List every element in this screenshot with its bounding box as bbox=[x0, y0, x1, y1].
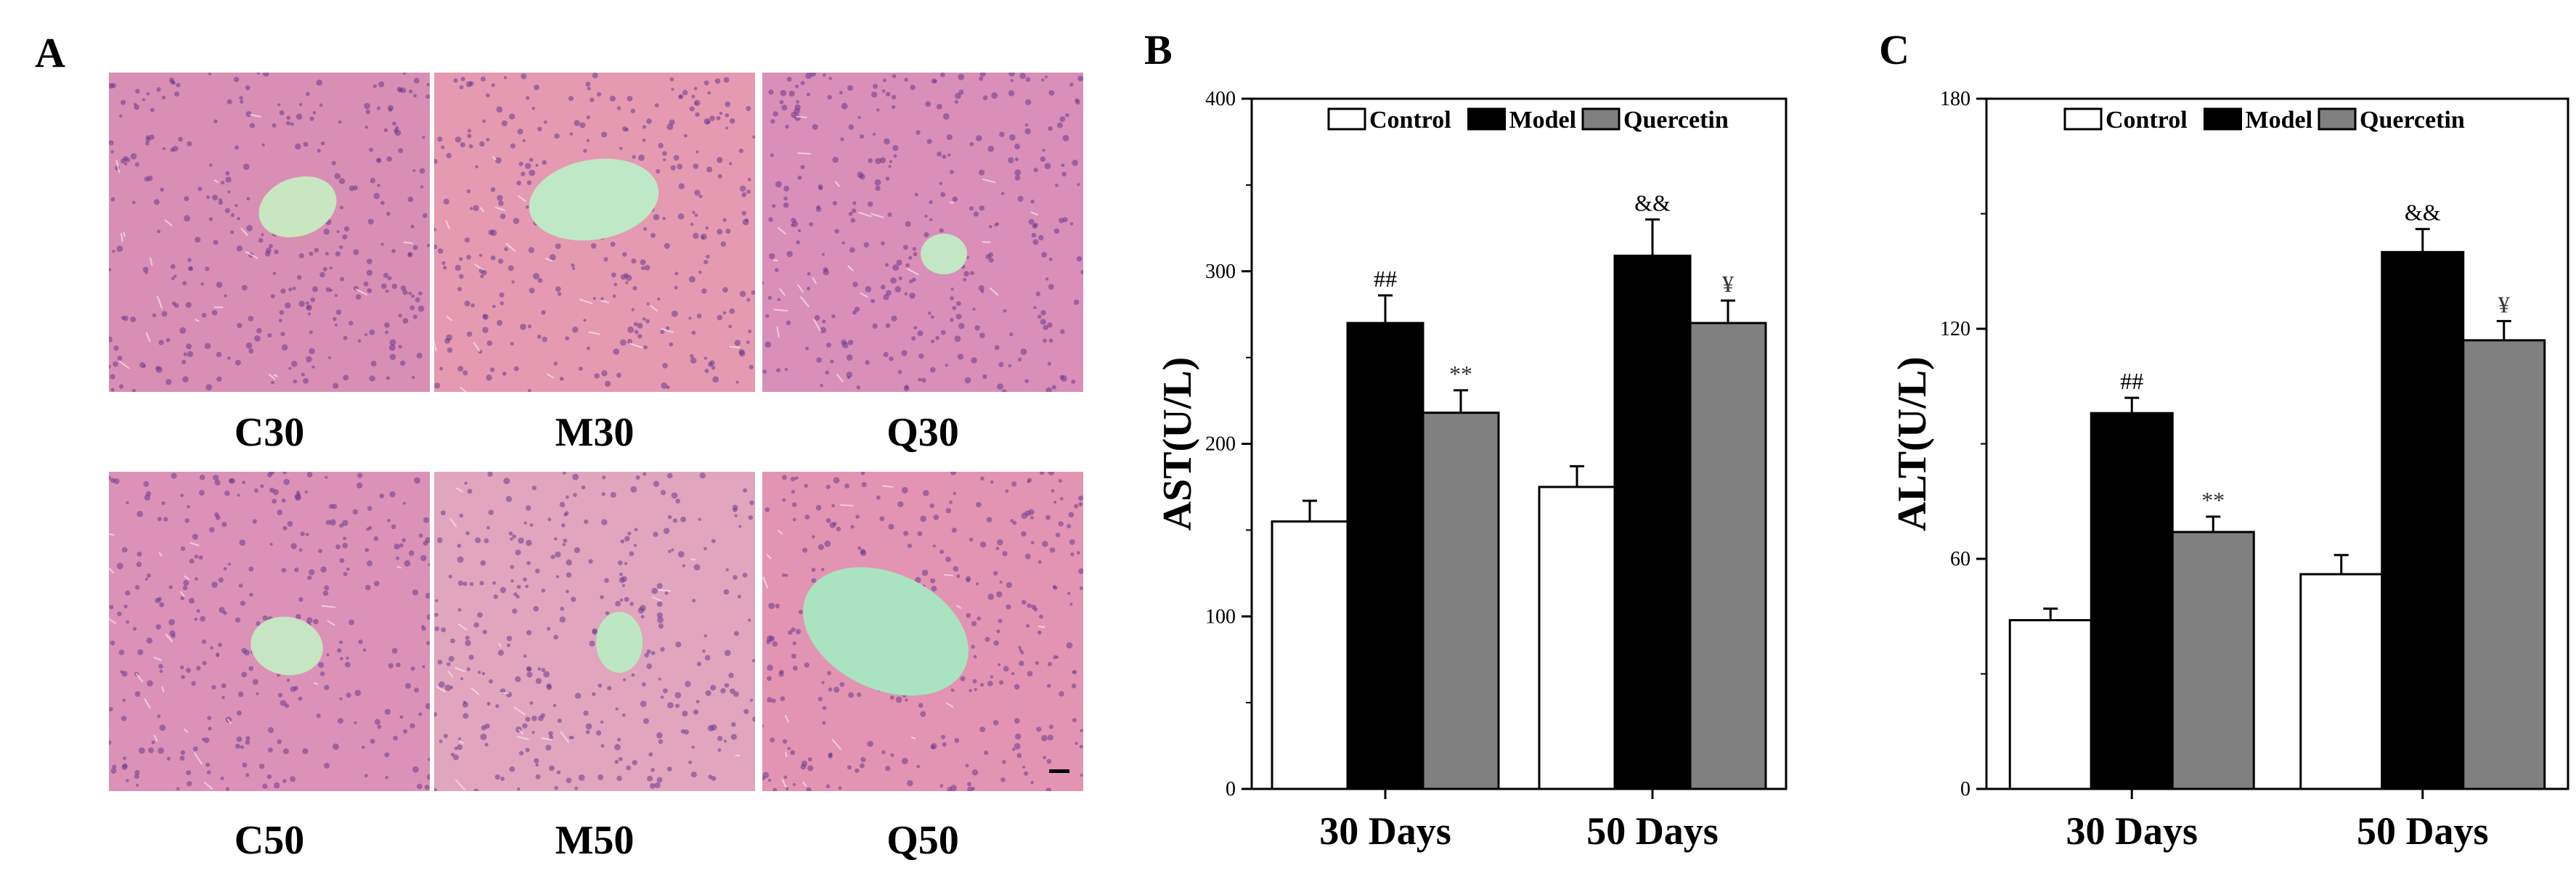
legend-swatch-control bbox=[1327, 107, 1366, 131]
y-tick-label: 0 bbox=[1226, 778, 1236, 801]
histology-image-c50 bbox=[109, 472, 430, 791]
bar-model-1 bbox=[1613, 254, 1692, 790]
bar-quercetin-1 bbox=[2462, 339, 2546, 790]
ast-chart: 0 100 200 300 400 AST(U/L) ## ** 30 Days && ¥50 Da… bbox=[1155, 73, 1815, 871]
significance-marker: && bbox=[1634, 189, 1671, 216]
legend-swatch-control bbox=[2063, 107, 2103, 131]
bar-control-1 bbox=[2299, 573, 2384, 790]
bar-quercetin-0 bbox=[1422, 412, 1500, 790]
legend-swatch-quercetin bbox=[1581, 107, 1621, 131]
histology-label-c50: C50 bbox=[234, 818, 305, 863]
y-tick-label: 400 bbox=[1205, 88, 1236, 110]
legend-label-model: Model bbox=[1509, 107, 1577, 134]
bar-control-0 bbox=[1271, 520, 1349, 790]
y-tick-label: 0 bbox=[1960, 778, 1970, 801]
histology-label-m30: M30 bbox=[555, 410, 635, 455]
y-tick-label: 120 bbox=[1940, 318, 1970, 340]
bar-quercetin-1 bbox=[1689, 322, 1767, 790]
histology-image-m30 bbox=[434, 73, 755, 392]
histology-image-q30 bbox=[762, 73, 1083, 392]
significance-marker: ** bbox=[2201, 487, 2225, 513]
significance-marker: && bbox=[2405, 200, 2441, 226]
significance-marker: ¥ bbox=[1722, 271, 1734, 297]
bar-model-0 bbox=[1346, 322, 1424, 790]
histology-image-q50 bbox=[762, 472, 1083, 791]
legend-swatch-quercetin bbox=[2318, 107, 2357, 131]
significance-marker: ## bbox=[1374, 266, 1397, 292]
x-tick-label: 50 Days bbox=[2357, 809, 2489, 853]
bar-quercetin-0 bbox=[2171, 531, 2255, 790]
panel-label-c: C bbox=[1879, 26, 1909, 73]
x-tick-label: 30 Days bbox=[1319, 809, 1451, 853]
panel-label-a: A bbox=[35, 29, 65, 76]
legend-label-model: Model bbox=[2246, 107, 2313, 134]
significance-marker: ** bbox=[1449, 361, 1472, 387]
histology-image-c30 bbox=[109, 73, 430, 392]
significance-marker: ¥ bbox=[2498, 291, 2510, 317]
bar-model-0 bbox=[2090, 412, 2174, 790]
legend-label-control: Control bbox=[2106, 107, 2188, 134]
legend-swatch-model bbox=[1467, 107, 1506, 131]
x-tick-label: 30 Days bbox=[2066, 809, 2198, 853]
histology-label-q50: Q50 bbox=[886, 818, 959, 863]
panel-label-b: B bbox=[1144, 26, 1173, 73]
y-tick-label: 180 bbox=[1940, 88, 1970, 110]
bar-model-1 bbox=[2381, 250, 2465, 790]
legend-label-quercetin: Quercetin bbox=[2360, 107, 2465, 134]
y-tick-label: 60 bbox=[1950, 548, 1970, 570]
bar-control-1 bbox=[1538, 486, 1616, 790]
legend-label-quercetin: Quercetin bbox=[1623, 107, 1729, 134]
y-tick-label: 200 bbox=[1205, 433, 1236, 456]
significance-marker: ## bbox=[2120, 368, 2143, 394]
y-tick-label: 300 bbox=[1205, 261, 1236, 283]
y-axis-label: AST(U/L) bbox=[1155, 357, 1200, 531]
legend-swatch-model bbox=[2204, 107, 2242, 131]
histology-label-m50: M50 bbox=[555, 818, 635, 863]
y-axis-label: ALT(U/L) bbox=[1890, 356, 1935, 531]
y-tick-label: 100 bbox=[1205, 605, 1236, 628]
legend-label-control: Control bbox=[1369, 107, 1451, 134]
x-tick-label: 50 Days bbox=[1586, 809, 1719, 853]
histology-label-c30: C30 bbox=[234, 410, 305, 455]
bar-control-0 bbox=[2008, 619, 2092, 790]
histology-label-q30: Q30 bbox=[886, 410, 959, 455]
histology-image-m50 bbox=[434, 472, 755, 791]
alt-chart: 0 60 120 180 ALT(U/L) ## ** 30 Days && ¥50 Days Co… bbox=[1890, 73, 2572, 871]
